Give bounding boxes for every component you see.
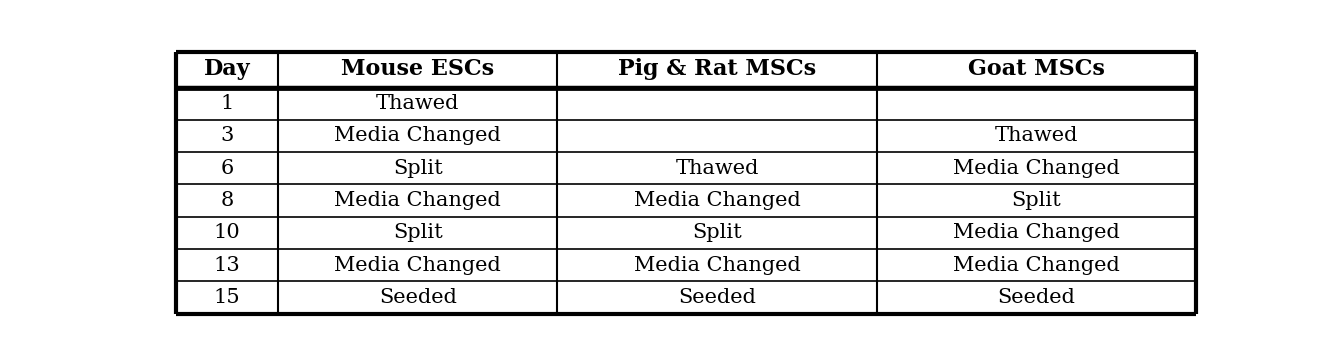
Text: Thawed: Thawed <box>376 94 459 113</box>
Text: Media Changed: Media Changed <box>634 256 800 275</box>
Bar <box>175 217 278 249</box>
Bar <box>876 184 1196 217</box>
Text: Mouse ESCs: Mouse ESCs <box>341 59 494 80</box>
Text: 8: 8 <box>221 191 233 210</box>
Bar <box>175 184 278 217</box>
Bar <box>278 249 558 281</box>
Bar <box>175 87 278 119</box>
Text: 15: 15 <box>214 288 240 307</box>
Bar <box>175 281 278 314</box>
Bar <box>558 119 876 152</box>
Bar <box>558 52 876 87</box>
Text: Thawed: Thawed <box>676 159 759 178</box>
Bar <box>175 119 278 152</box>
Text: 3: 3 <box>221 126 234 145</box>
Bar <box>876 281 1196 314</box>
Text: Seeded: Seeded <box>997 288 1076 307</box>
Bar <box>876 217 1196 249</box>
Bar <box>175 52 278 87</box>
Bar <box>558 249 876 281</box>
Text: Media Changed: Media Changed <box>953 223 1120 243</box>
Bar <box>876 52 1196 87</box>
Text: Media Changed: Media Changed <box>334 256 502 275</box>
Bar <box>876 87 1196 119</box>
Bar <box>278 119 558 152</box>
Text: Split: Split <box>1012 191 1061 210</box>
Text: 13: 13 <box>214 256 241 275</box>
Bar <box>876 152 1196 184</box>
Text: Split: Split <box>692 223 743 243</box>
Bar <box>175 152 278 184</box>
Text: Goat MSCs: Goat MSCs <box>967 59 1105 80</box>
Bar <box>876 119 1196 152</box>
Text: Media Changed: Media Changed <box>953 256 1120 275</box>
Text: 10: 10 <box>214 223 241 243</box>
Text: Pig & Rat MSCs: Pig & Rat MSCs <box>618 59 816 80</box>
Text: Media Changed: Media Changed <box>953 159 1120 178</box>
Text: Split: Split <box>393 223 443 243</box>
Bar <box>278 87 558 119</box>
Text: 6: 6 <box>221 159 233 178</box>
Bar <box>278 52 558 87</box>
Text: Media Changed: Media Changed <box>334 126 502 145</box>
Bar <box>175 249 278 281</box>
Bar <box>278 152 558 184</box>
Text: Split: Split <box>393 159 443 178</box>
Text: Seeded: Seeded <box>379 288 456 307</box>
Bar <box>558 87 876 119</box>
Bar <box>278 184 558 217</box>
Bar <box>278 281 558 314</box>
Text: Media Changed: Media Changed <box>634 191 800 210</box>
Bar <box>876 249 1196 281</box>
Bar <box>278 217 558 249</box>
Bar <box>558 281 876 314</box>
Text: Seeded: Seeded <box>678 288 756 307</box>
Text: 1: 1 <box>221 94 234 113</box>
Text: Day: Day <box>203 59 250 80</box>
Text: Thawed: Thawed <box>994 126 1078 145</box>
Bar <box>558 217 876 249</box>
Bar <box>558 152 876 184</box>
Bar <box>558 184 876 217</box>
Text: Media Changed: Media Changed <box>334 191 502 210</box>
